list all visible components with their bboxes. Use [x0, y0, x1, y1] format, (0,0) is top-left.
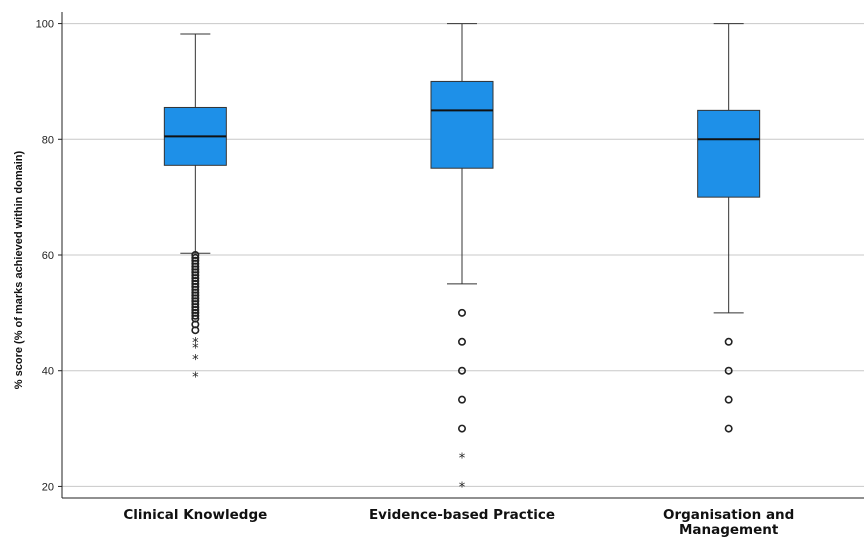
outlier-1-0 — [457, 308, 466, 317]
x-tick-labels: Clinical Knowledge Evidence-based Practic… — [123, 507, 794, 538]
y-tick-label-40: 40 — [42, 366, 54, 378]
extreme-0-2: * — [192, 353, 199, 368]
outlier-2-0 — [724, 337, 733, 346]
box-0: **** — [163, 33, 227, 386]
axes: 20 40 60 80 100 — [36, 12, 864, 499]
box-iqr-2 — [697, 109, 761, 198]
box-series: ****** — [163, 23, 761, 495]
outlier-1-3 — [457, 395, 466, 404]
outlier-2-2 — [724, 395, 733, 404]
y-tick-label-80: 80 — [42, 134, 54, 146]
outlier-2-3 — [724, 424, 733, 433]
x-tick-label-line: Organisation and — [663, 507, 794, 523]
x-tick-label-0: Clinical Knowledge — [123, 507, 267, 523]
x-tick-label-line: Evidence-based Practice — [369, 507, 555, 523]
x-tick-label-1: Evidence-based Practice — [369, 507, 555, 523]
box-2 — [697, 23, 761, 433]
x-tick-label-2: Organisation and Management — [663, 507, 794, 538]
y-tick-label-60: 60 — [42, 250, 54, 262]
y-tick-label-20: 20 — [42, 481, 54, 493]
extreme-0-0: * — [192, 336, 199, 351]
x-tick-label-line: Clinical Knowledge — [123, 507, 267, 523]
y-axis-label: % score (% of marks achieved within doma… — [13, 150, 25, 389]
outlier-1-2 — [457, 366, 466, 375]
outlier-0-21 — [191, 311, 200, 320]
extreme-1-1: * — [459, 480, 466, 495]
box-1: ** — [430, 23, 494, 495]
y-tick-label-100: 100 — [36, 19, 54, 31]
outlier-1-1 — [457, 337, 466, 346]
x-tick-label-line: Management — [679, 522, 779, 538]
outlier-2-1 — [724, 366, 733, 375]
outlier-0-24 — [191, 326, 200, 335]
extreme-0-1: * — [192, 342, 199, 357]
extreme-0-3: * — [192, 371, 199, 386]
extreme-1-0: * — [459, 452, 466, 467]
box-iqr-1 — [430, 80, 494, 169]
outlier-1-4 — [457, 424, 466, 433]
